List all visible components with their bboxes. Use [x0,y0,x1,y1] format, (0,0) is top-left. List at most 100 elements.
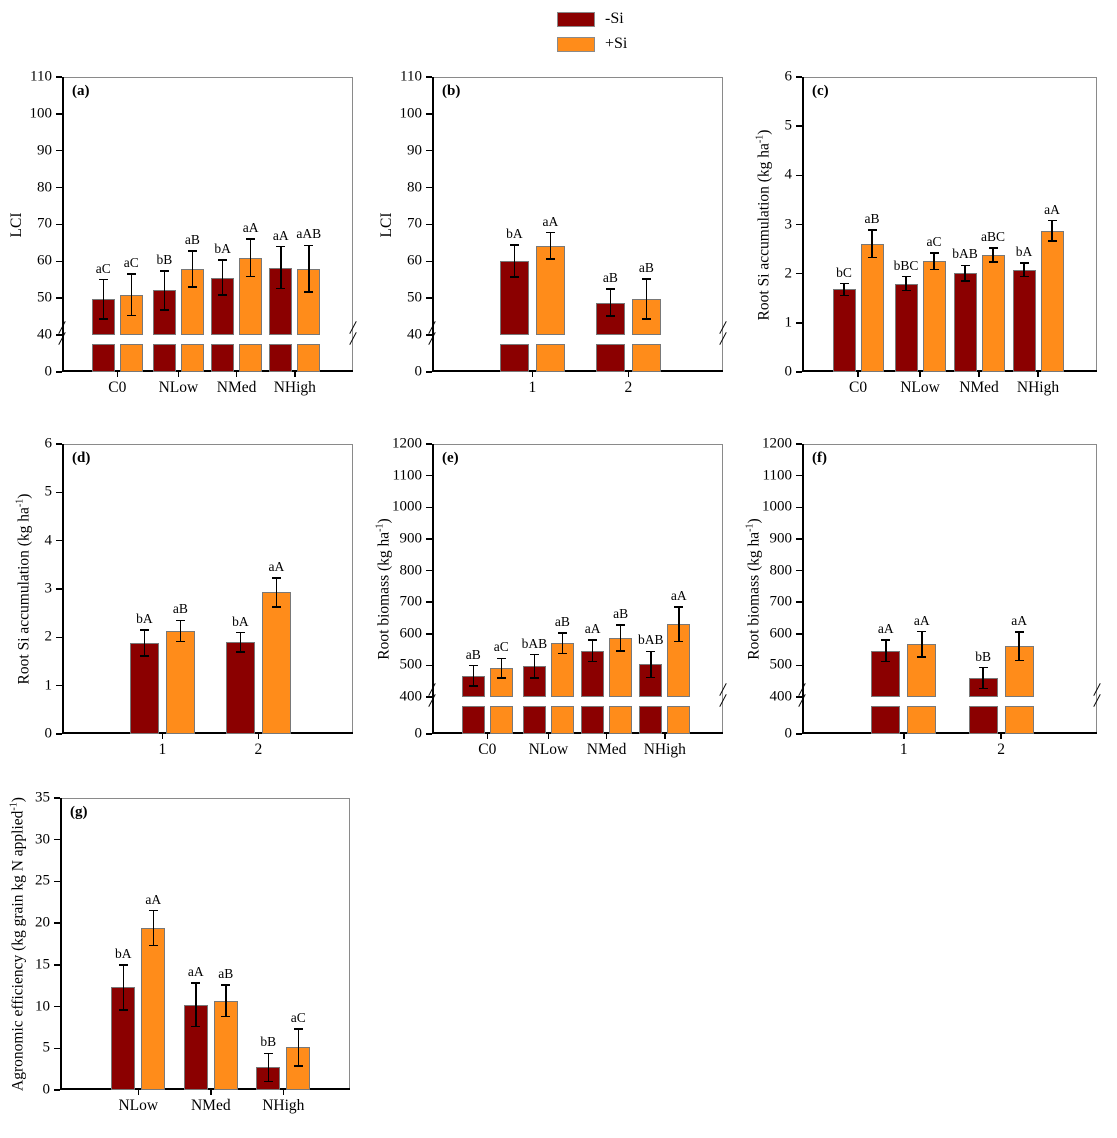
significance-label: bB [260,1034,277,1050]
x-tick-mark [210,1090,212,1095]
error-bar-cap-bottom [468,685,478,687]
error-bar [308,245,310,292]
y-tick-label: 10 [35,998,50,1015]
y-tick-mark [56,539,62,542]
y-tick-mark [56,149,62,152]
panel-g: (g) Agronomic efficiency (kg grain kg N a… [8,790,350,1113]
significance-label: aA [670,588,687,604]
y-tick-label: 25 [35,872,50,889]
x-tick-mark [1037,372,1039,377]
panel-letter: (d) [72,450,91,466]
y-tick-mark [54,838,60,841]
error-bar-cap-top [218,259,228,261]
y-tick-label: 0 [414,363,423,380]
y-tick-mark [56,491,62,494]
significance-label: aB [465,646,481,662]
y-tick-mark [54,880,60,883]
significance-label: aBC [980,229,1006,245]
y-tick-mark [56,334,62,336]
significance-label: aAB [296,226,322,242]
significance-label: aA [584,621,601,637]
x-tick-label: NMed [959,379,999,396]
error-bar-cap-bottom [839,294,849,297]
bar-stub--Si-2 [595,344,625,372]
panel-letter: (a) [72,83,90,99]
y-tick-mark [426,113,432,115]
bar-+Si-NLow [141,928,166,1090]
error-bar-cap-top [221,984,231,986]
y-tick-label: 1 [44,677,53,694]
bar-stub-+Si-1 [535,344,565,372]
y-tick-mark [796,76,802,78]
error-bar-cap-top [867,229,877,231]
panel-letter: (g) [70,804,88,820]
y-axis-label: LCI [378,212,395,237]
error-bar [533,654,536,678]
error-bar-cap-top [293,1028,303,1030]
error-bar-cap-top [1047,219,1057,222]
y-tick-label: 0 [44,725,53,742]
error-bar [1023,262,1025,277]
significance-label: aA [145,891,162,907]
error-bar [619,625,622,652]
bar-+Si-C0 [860,243,884,372]
bar--Si-NLow [894,283,918,372]
error-bar-cap-top [960,264,970,267]
y-tick-mark [796,174,802,177]
error-bar-cap-bottom [98,318,108,320]
error-bar-cap-top [901,275,911,278]
y-tick-mark [54,1005,60,1008]
y-tick-mark [56,76,62,78]
error-bar-cap-top [929,252,939,254]
y-axis [802,77,804,372]
significance-label: aB [184,231,200,247]
error-bar [650,651,652,678]
error-bar-cap-bottom [917,656,927,658]
y-tick-label: 50 [407,289,422,306]
panel-a: (a) LCI 40 50 60 70 80 90 100 110 0 C0 aC aC NLow bB aB N… [8,69,357,395]
significance-label: bA [214,240,231,256]
bar-stub--Si-C0 [91,344,115,372]
significance-label: aB [864,210,880,226]
x-tick-label: NHigh [262,1097,305,1114]
y-tick-label: 4 [44,532,53,549]
significance-label: aA [272,227,289,243]
error-bar-cap-top [1019,262,1029,264]
error-bar-cap-top [118,964,128,966]
error-bar [609,288,612,317]
y-tick-mark [426,260,432,263]
error-bar-cap-bottom [191,1025,201,1028]
bar-stub-+Si-NHigh [297,344,321,372]
significance-label: bC [836,264,852,280]
y-axis [432,444,434,734]
significance-label: aB [613,606,629,622]
panel-f: (f) Root biomass (kg ha-1) 400 500 600 700 800… [744,436,1101,757]
y-tick-label: 6 [784,68,793,85]
y-tick-label: 35 [35,789,50,806]
error-bar-cap-bottom [588,660,598,663]
y-tick-label: 80 [37,179,52,196]
y-tick-mark [426,76,432,78]
error-bar [921,631,923,657]
error-bar-cap-bottom [263,1080,273,1083]
y-tick-mark [426,223,432,226]
legend-swatch-plus-si [557,36,595,52]
bar-stub--Si-NHigh [639,706,663,734]
bar--Si-1 [129,643,159,734]
error-bar-cap-bottom [246,275,256,278]
error-bar [982,667,984,689]
significance-label: aA [187,964,204,980]
y-tick-label: 4 [784,166,793,183]
y-tick-mark [54,797,60,799]
x-axis [802,370,1097,372]
bar-stub--Si-NMed [581,706,605,734]
y-tick-label: 5 [42,1039,51,1056]
error-bar [885,639,887,662]
y-tick-label: 100 [399,105,423,122]
y-tick-label: 0 [784,725,793,742]
legend: -Si +Si [557,11,627,61]
x-tick-label: NHigh [1016,379,1060,396]
bar-stub--Si-1 [499,344,529,372]
significance-label: aA [242,219,259,235]
significance-label: aC [123,255,139,271]
